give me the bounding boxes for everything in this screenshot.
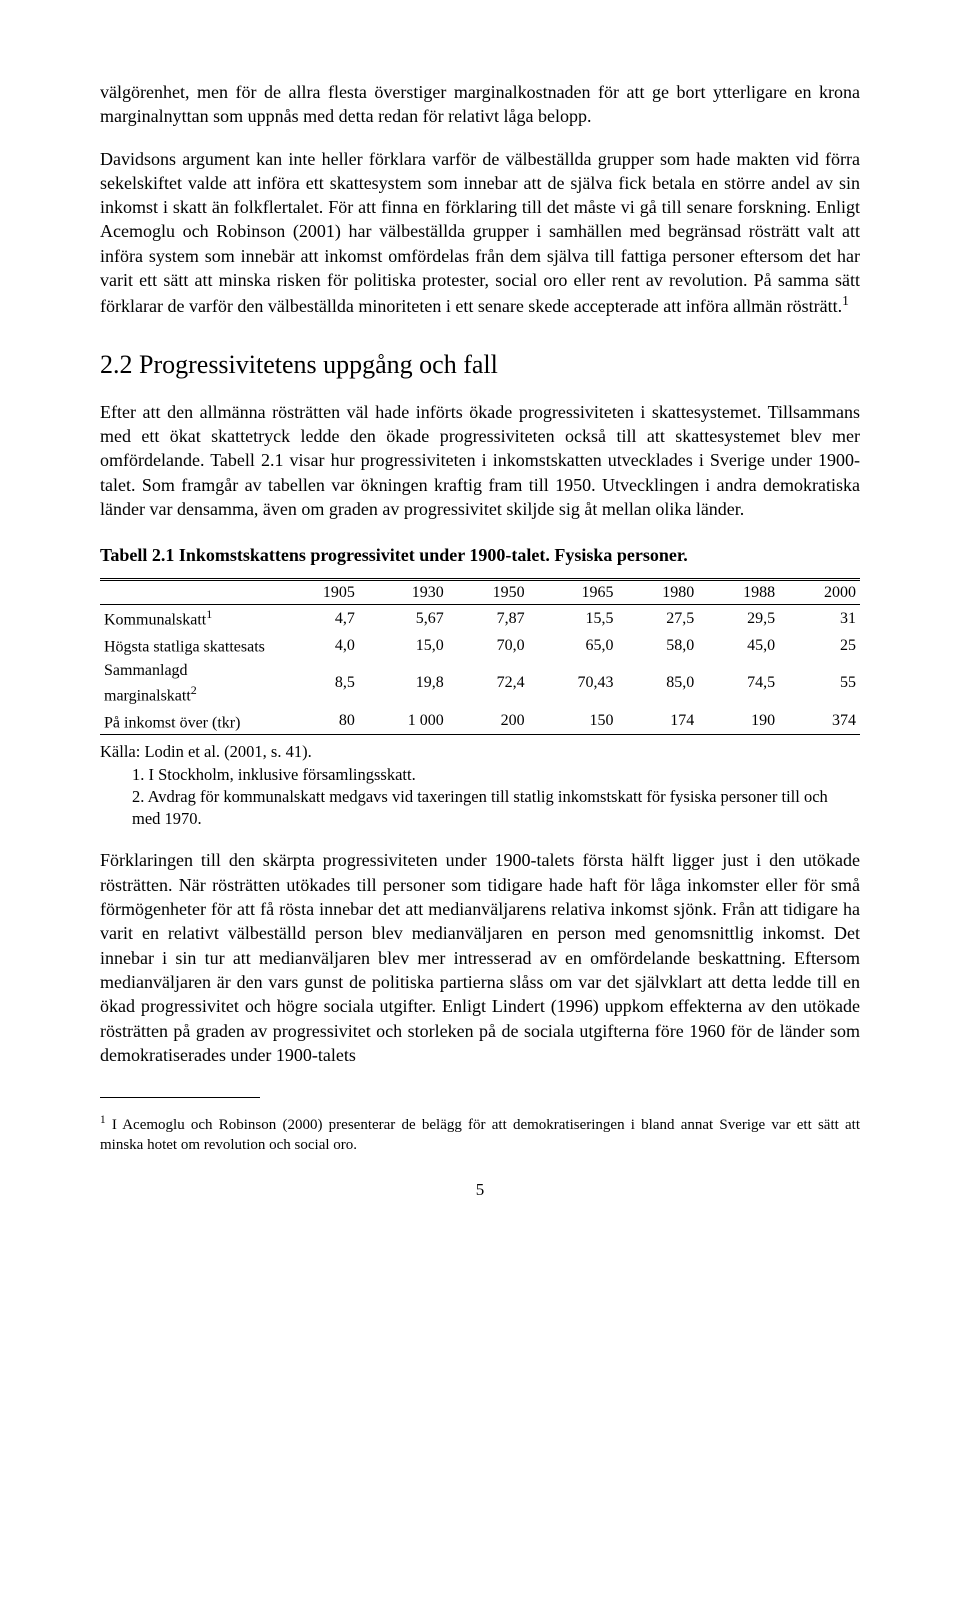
- table-cell: 190: [698, 708, 779, 735]
- table-row: Högsta statliga skattesats 4,0 15,0 70,0…: [100, 632, 860, 659]
- table-header-year: 1930: [359, 579, 448, 605]
- table-header-year: 1988: [698, 579, 779, 605]
- body-paragraph-1: välgörenhet, men för de allra flesta öve…: [100, 80, 860, 129]
- table-cell: 15,5: [529, 605, 618, 632]
- table-cell: 29,5: [698, 605, 779, 632]
- table-row-label: Kommunalskatt1: [100, 605, 278, 632]
- section-heading-2-2: 2.2 Progressivitetens uppgång och fall: [100, 347, 860, 382]
- table-notes: Källa: Lodin et al. (2001, s. 41). 1. I …: [100, 741, 860, 830]
- table-row-label-text: På inkomst över (tkr): [104, 714, 240, 731]
- table-header-year: 2000: [779, 579, 860, 605]
- table-cell: 174: [617, 708, 698, 735]
- table-row-sup: 1: [206, 607, 212, 621]
- table-cell: 70,43: [529, 659, 618, 708]
- body-paragraph-4: Förklaringen till den skärpta progressiv…: [100, 848, 860, 1067]
- progressivity-table: 1905 1930 1950 1965 1980 1988 2000 Kommu…: [100, 578, 860, 736]
- table-cell: 45,0: [698, 632, 779, 659]
- body-paragraph-2: Davidsons argument kan inte heller förkl…: [100, 147, 860, 319]
- table-cell: 58,0: [617, 632, 698, 659]
- footnote-text: I Acemoglu och Robinson (2000) presenter…: [100, 1117, 860, 1153]
- table-note-1: 1. I Stockholm, inklusive församlingsska…: [132, 764, 860, 786]
- table-cell: 31: [779, 605, 860, 632]
- table-cell: 72,4: [448, 659, 529, 708]
- table-cell: 4,7: [278, 605, 359, 632]
- body-paragraph-3: Efter att den allmänna rösträtten väl ha…: [100, 400, 860, 521]
- table-header-year: 1950: [448, 579, 529, 605]
- table-row-label-text: Högsta statliga skattesats: [104, 638, 265, 655]
- body-paragraph-2-text: Davidsons argument kan inte heller förkl…: [100, 149, 860, 317]
- table-row: Kommunalskatt1 4,7 5,67 7,87 15,5 27,5 2…: [100, 605, 860, 632]
- table-cell: 7,87: [448, 605, 529, 632]
- table-row-label: Sammanlagd marginalskatt2: [100, 659, 278, 708]
- table-cell: 85,0: [617, 659, 698, 708]
- table-cell: 150: [529, 708, 618, 735]
- table-note-2: 2. Avdrag för kommunalskatt medgavs vid …: [132, 786, 860, 831]
- table-source: Källa: Lodin et al. (2001, s. 41).: [100, 741, 860, 763]
- table-cell: 25: [779, 632, 860, 659]
- page-number: 5: [100, 1179, 860, 1202]
- table-row: Sammanlagd marginalskatt2 8,5 19,8 72,4 …: [100, 659, 860, 708]
- table-cell: 8,5: [278, 659, 359, 708]
- table-cell: 27,5: [617, 605, 698, 632]
- table-row-label: På inkomst över (tkr): [100, 708, 278, 735]
- table-header-year: 1965: [529, 579, 618, 605]
- table-cell: 200: [448, 708, 529, 735]
- table-title: Tabell 2.1 Inkomstskattens progressivite…: [100, 543, 860, 567]
- table-cell: 374: [779, 708, 860, 735]
- table-header-year: 1905: [278, 579, 359, 605]
- table-row-label: Högsta statliga skattesats: [100, 632, 278, 659]
- table-cell: 65,0: [529, 632, 618, 659]
- table-row-label-text: Sammanlagd marginalskatt: [104, 662, 191, 704]
- table-cell: 74,5: [698, 659, 779, 708]
- table-row-label-text: Kommunalskatt: [104, 611, 206, 628]
- table-cell: 70,0: [448, 632, 529, 659]
- footnote-separator: [100, 1097, 260, 1098]
- table-header-year: 1980: [617, 579, 698, 605]
- table-cell: 80: [278, 708, 359, 735]
- table-cell: 15,0: [359, 632, 448, 659]
- footnote-1: 1 I Acemoglu och Robinson (2000) present…: [100, 1113, 860, 1155]
- table-row: På inkomst över (tkr) 80 1 000 200 150 1…: [100, 708, 860, 735]
- table-row-sup: 2: [191, 683, 197, 697]
- table-cell: 5,67: [359, 605, 448, 632]
- table-header-empty: [100, 579, 278, 605]
- table-cell: 4,0: [278, 632, 359, 659]
- table-cell: 1 000: [359, 708, 448, 735]
- footnote-ref-1: 1: [842, 293, 849, 308]
- table-cell: 19,8: [359, 659, 448, 708]
- table-cell: 55: [779, 659, 860, 708]
